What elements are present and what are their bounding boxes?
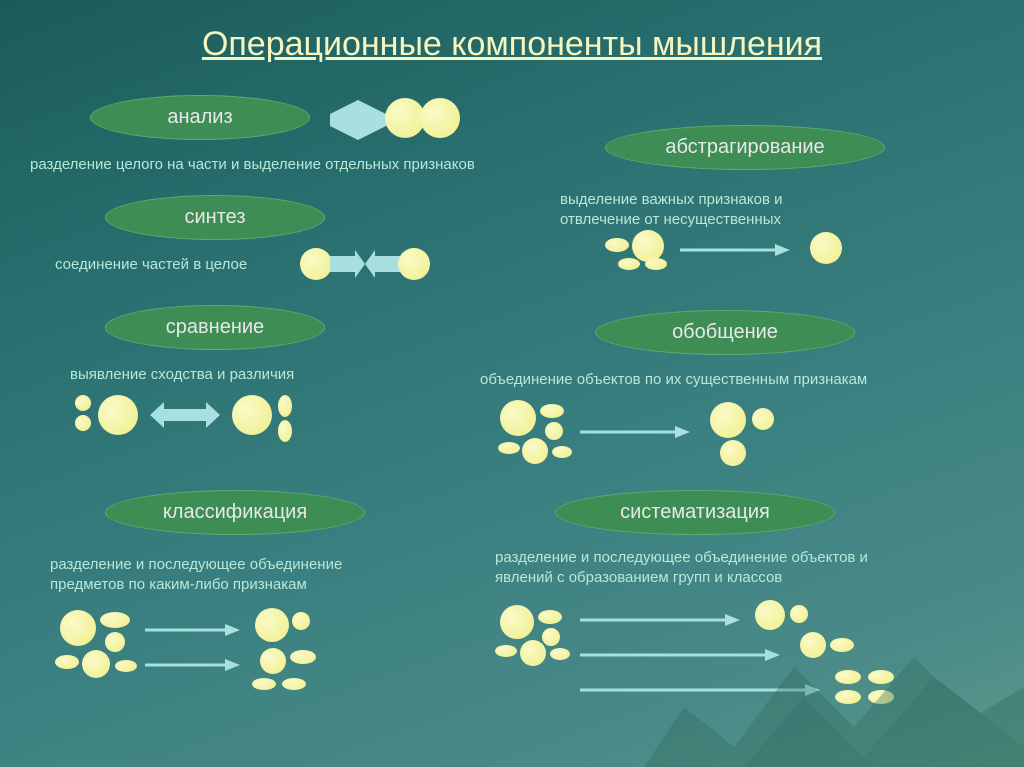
desc-synthesis: соединение частей в целое <box>55 255 295 275</box>
ellipse <box>495 645 517 657</box>
pill-label: синтез <box>184 206 245 229</box>
pill-analysis: анализ <box>90 95 310 140</box>
circle <box>810 232 842 264</box>
circle <box>420 98 460 138</box>
circle <box>752 408 774 430</box>
pill-synthesis: синтез <box>105 195 325 240</box>
page-title: Операционные компоненты мышления <box>0 0 1024 64</box>
ellipse <box>645 258 667 270</box>
ellipse <box>605 238 629 252</box>
circle <box>545 422 563 440</box>
circle <box>75 415 91 431</box>
arrow-double-icon <box>150 402 220 428</box>
pill-classification: классификация <box>105 490 365 535</box>
pill-generalization: обобщение <box>595 310 855 355</box>
ellipse <box>540 404 564 418</box>
ellipse <box>55 655 79 669</box>
pill-label: обобщение <box>672 321 778 344</box>
ellipse <box>618 258 640 270</box>
ellipse <box>278 395 292 417</box>
ellipse <box>550 648 570 660</box>
pill-label: абстрагирование <box>665 136 824 159</box>
circle <box>755 600 785 630</box>
circle <box>720 440 746 466</box>
arrow-right-icon <box>680 240 790 260</box>
circle <box>300 248 332 280</box>
circle <box>105 632 125 652</box>
mountains-decoration <box>644 627 1024 767</box>
ellipse <box>538 610 562 624</box>
arrow-right-icon <box>145 655 240 675</box>
circle <box>292 612 310 630</box>
pill-systematization: систематизация <box>555 490 835 535</box>
desc-generalization: объединение объектов по их существенным … <box>480 370 900 390</box>
circle <box>82 650 110 678</box>
ellipse <box>552 446 572 458</box>
ellipse <box>252 678 276 690</box>
circle <box>398 248 430 280</box>
pill-abstraction: абстрагирование <box>605 125 885 170</box>
ellipse <box>278 420 292 442</box>
desc-analysis: разделение целого на части и выделение о… <box>30 155 490 175</box>
circle <box>385 98 425 138</box>
circle <box>260 648 286 674</box>
circle <box>255 608 289 642</box>
circle <box>520 640 546 666</box>
pill-comparison: сравнение <box>105 305 325 350</box>
circle <box>60 610 96 646</box>
desc-classification: разделение и последующее объединение пре… <box>50 555 380 594</box>
ellipse <box>100 612 130 628</box>
pill-label: анализ <box>167 106 232 129</box>
circle <box>500 605 534 639</box>
circle <box>790 605 808 623</box>
pill-label: систематизация <box>620 501 770 524</box>
circle <box>522 438 548 464</box>
desc-comparison: выявление сходства и различия <box>70 365 330 385</box>
ellipse <box>498 442 520 454</box>
pill-label: сравнение <box>166 316 264 339</box>
ellipse <box>282 678 306 690</box>
circle <box>75 395 91 411</box>
ellipse <box>115 660 137 672</box>
circle <box>232 395 272 435</box>
circle <box>710 402 746 438</box>
circle <box>500 400 536 436</box>
desc-abstraction: выделение важных признаков и отвлечение … <box>560 190 860 229</box>
icon-synthesis <box>330 250 400 278</box>
circle <box>542 628 560 646</box>
circle <box>98 395 138 435</box>
circle <box>632 230 664 262</box>
ellipse <box>290 650 316 664</box>
arrow-right-icon <box>145 620 240 640</box>
pill-label: классификация <box>163 501 307 524</box>
desc-systematization: разделение и последующее объединение объ… <box>495 548 895 587</box>
arrow-right-icon <box>580 422 690 442</box>
